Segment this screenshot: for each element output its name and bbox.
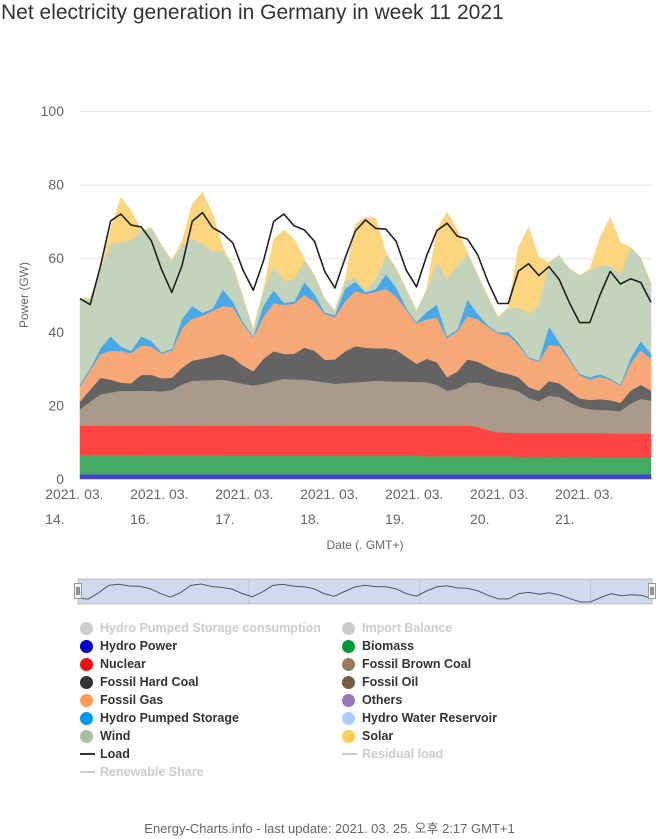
legend-item-hydro-power[interactable]: Hydro Power — [80, 638, 177, 654]
x-tick-label: 2021. 03. — [470, 486, 528, 502]
navigator-grid — [248, 579, 591, 604]
circle-marker-icon — [80, 729, 93, 743]
legend-label: Fossil Brown Coal — [362, 657, 472, 671]
circle-marker-icon — [80, 657, 93, 671]
legend-label: Hydro Water Reservoir — [362, 711, 497, 725]
legend-label: Nuclear — [100, 657, 146, 671]
legend-label: Hydro Power — [100, 639, 178, 653]
navigator-mask[interactable] — [78, 579, 652, 604]
legend-item-fossil-oil[interactable]: Fossil Oil — [342, 674, 418, 690]
circle-marker-icon — [342, 711, 355, 725]
circle-marker-icon — [80, 621, 93, 635]
legend-item-solar[interactable]: Solar — [342, 728, 393, 744]
legend-item-hydro-pumped-storage[interactable]: Hydro Pumped Storage — [80, 710, 239, 726]
circle-marker-icon — [342, 729, 355, 743]
x-tick-label: 2021. 03. — [300, 486, 358, 502]
area-solar[interactable] — [79, 191, 652, 330]
line-load[interactable] — [79, 211, 652, 324]
y-tick-label: 60 — [48, 250, 64, 266]
navigator-handle-left[interactable] — [74, 583, 82, 599]
y-tick-label: 20 — [48, 397, 64, 413]
legend-label: Wind — [100, 729, 131, 743]
circle-marker-icon — [342, 639, 355, 653]
x-tick-label: 2021. 03. — [130, 486, 188, 502]
legend-item-fossil-brown-coal[interactable]: Fossil Brown Coal — [342, 656, 471, 672]
x-tick-label: 2021. 03. — [385, 486, 443, 502]
x-axis-labels: 2021. 03. 14. 2021. 03. 16. 2021. 03. 17. 2021… — [45, 486, 613, 527]
x-tick-label-day: 18. — [300, 511, 319, 527]
legend-label: Renewable Share — [100, 765, 204, 779]
x-tick-label-day: 20. — [470, 511, 489, 527]
navigator-background — [77, 578, 653, 605]
x-tick-label-day: 16. — [130, 511, 149, 527]
legend-item-import-balance[interactable]: Import Balance — [342, 620, 452, 636]
x-tick-label: 2021. 03. — [45, 486, 103, 502]
x-axis-title: Date (. GMT+) — [326, 538, 403, 552]
legend-label: Fossil Gas — [100, 693, 164, 707]
legend-item-fossil-gas[interactable]: Fossil Gas — [80, 692, 163, 708]
navigator[interactable] — [74, 578, 656, 605]
navigator-series — [77, 583, 653, 603]
chart-title: Net electricity generation in Germany in… — [1, 1, 504, 24]
circle-marker-icon — [342, 693, 355, 707]
navigator-series-line — [77, 583, 653, 603]
legend-label: Hydro Pumped Storage — [100, 711, 239, 725]
legend-label: Hydro Pumped Storage consumption — [100, 621, 321, 635]
y-tick-label: 80 — [48, 177, 64, 193]
x-tick-label: 2021. 03. — [215, 486, 273, 502]
legend-item-renewable-share[interactable]: Renewable Share — [80, 764, 204, 780]
legend-label: Fossil Hard Coal — [100, 675, 199, 689]
legend-label: Load — [100, 747, 130, 761]
legend-label: Residual load — [362, 747, 444, 761]
circle-marker-icon — [342, 675, 355, 689]
line-marker-icon — [80, 753, 95, 755]
x-tick-label-day: 21. — [555, 511, 574, 527]
y-tick-label: 40 — [48, 324, 64, 340]
line-marker-icon — [342, 753, 357, 755]
legend-label: Fossil Oil — [362, 675, 419, 689]
legend-item-load[interactable]: Load — [80, 746, 130, 762]
x-tick-label: 2021. 03. — [555, 486, 613, 502]
y-tick-label: 0 — [56, 471, 64, 487]
stacked-areas — [79, 191, 652, 480]
area-biomass[interactable] — [79, 454, 652, 475]
handle-grip-icon[interactable] — [648, 583, 656, 599]
x-tick-label-day: 19. — [385, 511, 404, 527]
line-series — [79, 211, 652, 324]
circle-marker-icon — [80, 675, 93, 689]
legend-label: Biomass — [362, 639, 415, 653]
y-axis-labels: 0 20 40 60 80 100 — [41, 103, 65, 487]
legend-item-hydro-pumped-storage-consumption[interactable]: Hydro Pumped Storage consumption — [80, 620, 321, 636]
y-axis-title: Power (GW) — [17, 262, 31, 328]
circle-marker-icon — [342, 621, 355, 635]
circle-marker-icon — [80, 711, 93, 725]
x-tick-label-day: 14. — [45, 511, 64, 527]
legend-label: Import Balance — [362, 621, 453, 635]
legend-item-residual-load[interactable]: Residual load — [342, 746, 443, 762]
circle-marker-icon — [80, 639, 93, 653]
legend-item-nuclear[interactable]: Nuclear — [80, 656, 146, 672]
legend-label: Solar — [362, 729, 394, 743]
x-tick-label-day: 17. — [215, 511, 234, 527]
legend-item-biomass[interactable]: Biomass — [342, 638, 414, 654]
legend-item-fossil-hard-coal[interactable]: Fossil Hard Coal — [80, 674, 199, 690]
circle-marker-icon — [342, 657, 355, 671]
legend-label: Others — [362, 693, 403, 707]
legend-item-hydro-water-reservoir[interactable]: Hydro Water Reservoir — [342, 710, 497, 726]
handle-grip-icon[interactable] — [74, 583, 82, 599]
circle-marker-icon — [80, 693, 93, 707]
footer-credit: Energy-Charts.info - last update: 2021. … — [144, 821, 515, 836]
navigator-handle-right[interactable] — [648, 583, 656, 599]
legend-item-others[interactable]: Others — [342, 692, 402, 708]
area-hydro-power[interactable] — [79, 473, 652, 480]
line-marker-icon — [80, 771, 95, 773]
y-tick-label: 100 — [41, 103, 65, 119]
legend-item-wind[interactable]: Wind — [80, 728, 130, 744]
